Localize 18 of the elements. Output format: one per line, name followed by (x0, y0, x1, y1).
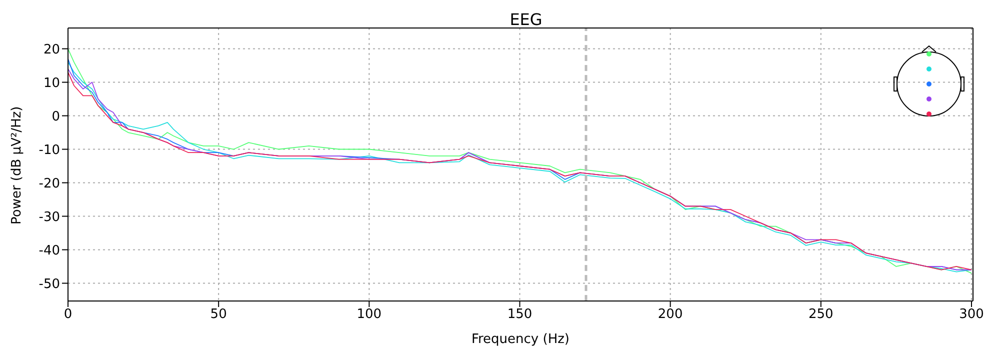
y-tick-label: -20 (38, 176, 60, 192)
x-tick-label: 150 (507, 307, 532, 322)
x-tick-label: 100 (356, 307, 382, 322)
chart-title: EEG (508, 10, 544, 29)
x-axis-title: Frequency (Hz) (471, 332, 570, 347)
y-tick-label: 0 (52, 109, 60, 124)
y-tick-label: -40 (38, 243, 60, 258)
x-tick-label: 300 (959, 307, 984, 322)
x-tick-label: 200 (658, 307, 683, 322)
x-tick-label: 250 (808, 307, 834, 322)
y-tick-label: -50 (38, 276, 60, 292)
y-axis-title: Power (dB µV²/Hz) (10, 106, 25, 224)
y-tick-label: -10 (38, 142, 60, 158)
x-tick-label: 0 (64, 307, 72, 322)
x-tick-label: 50 (210, 307, 227, 322)
y-tick-label: 10 (43, 76, 60, 91)
y-tick-label: -30 (38, 210, 60, 225)
y-tick-label: 20 (43, 42, 60, 58)
